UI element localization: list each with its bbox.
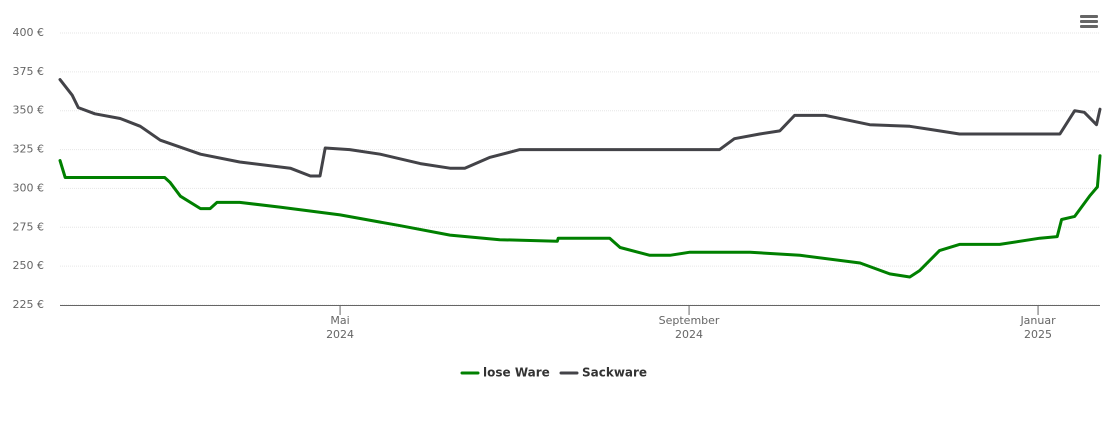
x-tick-label: Mai 2024 <box>326 314 355 341</box>
y-tick-label: 275 € <box>13 220 45 233</box>
legend-label: lose Ware <box>483 366 550 380</box>
series-line <box>58 154 1102 279</box>
menu-button[interactable] <box>1080 15 1098 28</box>
menu-bar <box>1080 25 1098 28</box>
menu-bar <box>1080 20 1098 23</box>
y-tick-label: 375 € <box>13 65 45 78</box>
y-tick-label: 300 € <box>13 181 45 194</box>
x-tick-label: September 2024 <box>658 314 720 341</box>
y-tick-label: 350 € <box>13 104 45 117</box>
legend-label: Sackware <box>582 366 647 380</box>
y-tick-label: 400 € <box>13 26 45 39</box>
series-line <box>58 78 1102 178</box>
y-tick-label: 250 € <box>13 259 45 272</box>
menu-bar <box>1080 15 1098 18</box>
x-tick-label: Januar 2025 <box>1020 314 1056 341</box>
y-tick-label: 225 € <box>13 298 45 311</box>
y-tick-label: 325 € <box>13 143 45 156</box>
